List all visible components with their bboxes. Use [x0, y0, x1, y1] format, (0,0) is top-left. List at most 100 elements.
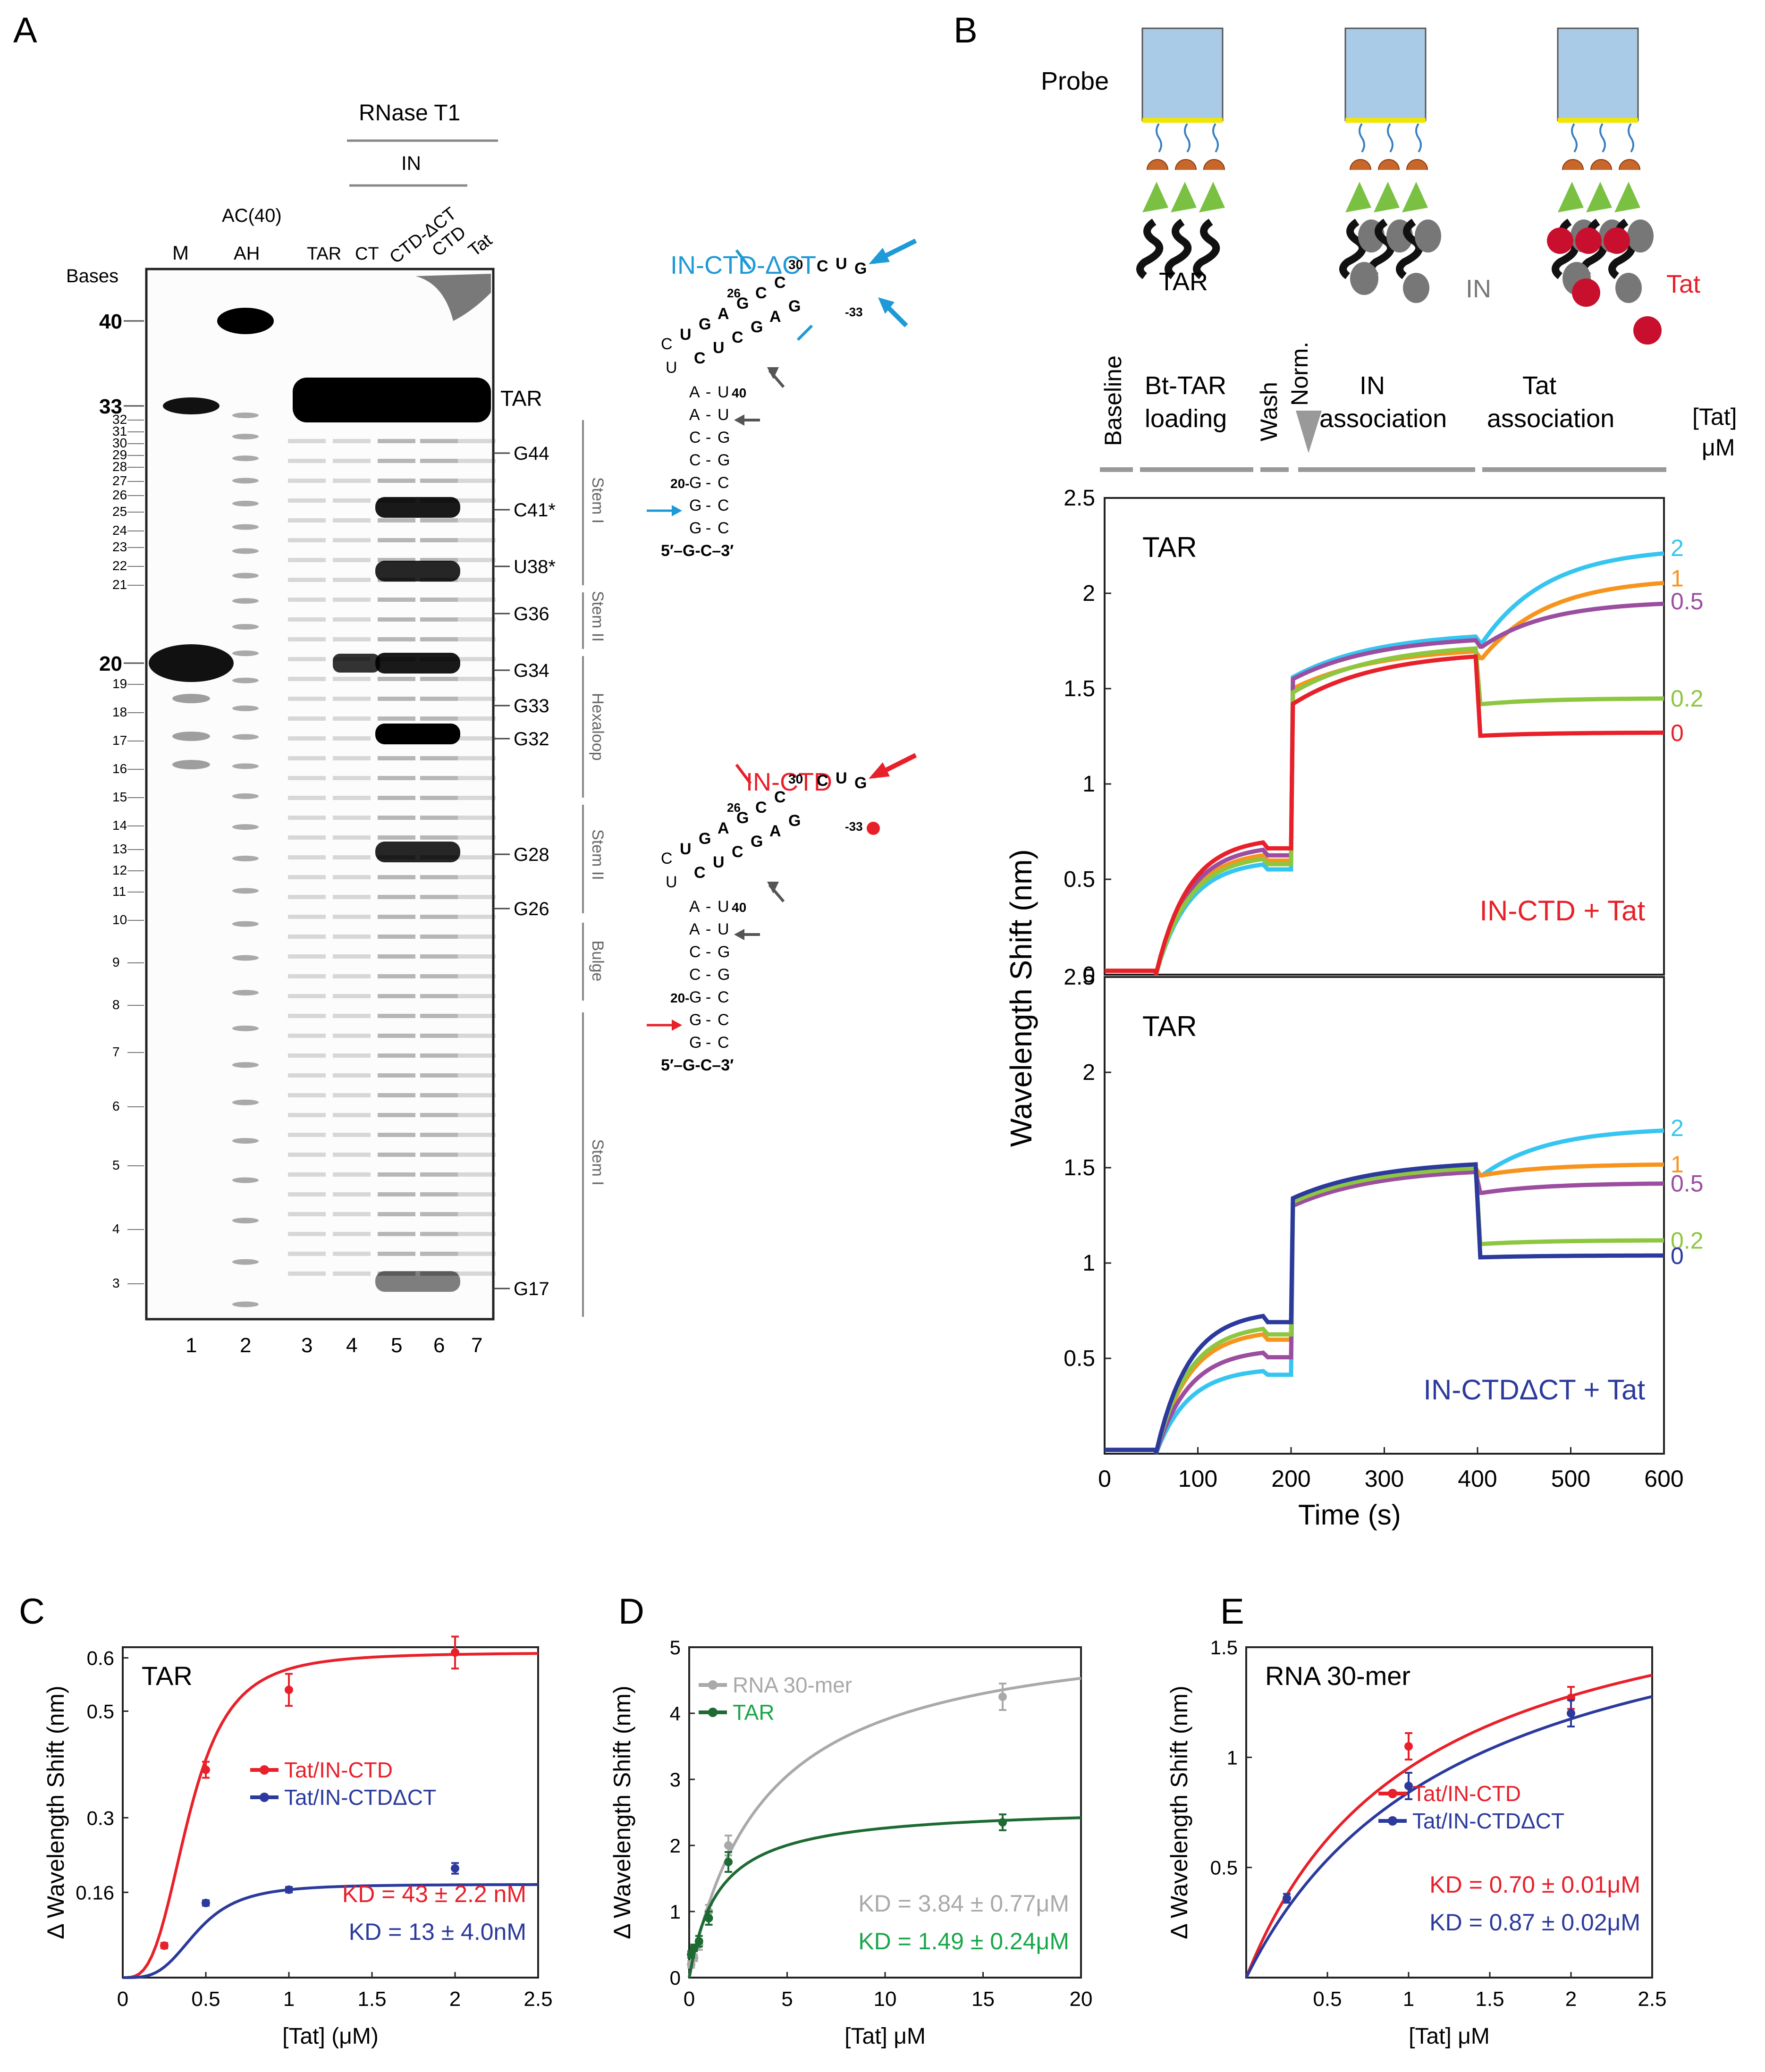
in-protein-icon	[1615, 273, 1642, 303]
bli-xlabel: Time (s)	[1298, 1499, 1401, 1531]
dot-icon	[867, 822, 880, 835]
base: C	[718, 1011, 729, 1029]
ladder-major-label: 40	[99, 310, 122, 333]
num-label: -33	[845, 305, 863, 319]
series-line	[1105, 601, 1664, 976]
gel-band	[232, 650, 259, 657]
base: G	[718, 966, 730, 984]
streptavidin-icon	[1175, 159, 1197, 170]
tat-protein-icon	[1572, 278, 1600, 307]
num-label: 40	[732, 386, 746, 400]
plot-frame	[1104, 497, 1665, 976]
gel-band	[149, 644, 234, 682]
lane-number: 1	[186, 1334, 197, 1357]
gel-band	[378, 538, 415, 542]
chart-e: 0.5 1 1.5 2 2.5 0.5 1 1.5 [Tat] μM Δ Wavelength S…	[1166, 1636, 1667, 2049]
gel-band	[333, 716, 371, 721]
base: G	[854, 260, 867, 278]
gel-band	[232, 1301, 259, 1307]
biotin-icon	[1586, 182, 1612, 212]
gel-band	[172, 732, 210, 741]
x-tick-label: 2	[449, 1988, 461, 2011]
gel-band	[232, 734, 259, 740]
gel-band	[333, 1172, 371, 1177]
y-tick-label: 3	[670, 1769, 681, 1791]
lane-label-ah: AH	[234, 243, 260, 264]
ladder-minor-label: 23	[112, 539, 127, 554]
gel-band	[458, 479, 496, 483]
x-tick-label: 300	[1365, 1466, 1404, 1492]
gel-band	[458, 1073, 496, 1078]
gel-band	[420, 1034, 458, 1038]
x-tick-label: 20	[1070, 1988, 1093, 2011]
tar-rna-icon	[1339, 219, 1367, 279]
step-in-2: association	[1319, 404, 1447, 433]
gel-band-strong	[375, 561, 460, 581]
num-label: 26	[727, 800, 741, 815]
base: C	[718, 519, 729, 537]
gel-band	[420, 558, 458, 562]
x-axis-label: [Tat] μM	[844, 2024, 926, 2049]
tat-protein-icon	[1604, 227, 1630, 254]
series-label: 1	[1671, 1151, 1684, 1178]
kd-text: KD = 0.87 ± 0.02μM	[1429, 1909, 1640, 1936]
gel-band	[288, 617, 326, 622]
data-point	[285, 1885, 293, 1894]
y-axis-label: Δ Wavelength Shift (nm)	[42, 1685, 69, 1939]
gel-region-brackets: Stem I Stem II Hexaloop Stem II Bulge Stem I	[582, 420, 607, 1317]
y-tick-label: 2	[670, 1835, 681, 1857]
ladder-minor-label: 10	[112, 912, 127, 927]
series-line	[1105, 1162, 1664, 1455]
base: G	[699, 830, 711, 848]
gel-band	[232, 598, 259, 604]
ladder-major-label: 33	[99, 395, 122, 418]
base: C	[817, 772, 828, 790]
gel-image	[145, 268, 495, 1321]
y-tick-label: 0.6	[87, 1647, 114, 1669]
gel-band	[378, 935, 415, 939]
base: A	[689, 383, 700, 401]
gel-band	[420, 1014, 458, 1018]
gel-in-label: IN	[401, 152, 421, 174]
ladder-minor-label: 19	[112, 676, 127, 691]
gel-band	[232, 824, 259, 830]
gel-band	[378, 1034, 415, 1038]
bli-charts: Wavelength Shift (nm) Time (s) 00.511.52…	[1004, 486, 1704, 1531]
gel-band	[333, 816, 371, 820]
base: G	[788, 812, 801, 830]
gel-band	[288, 994, 326, 998]
right-label: U38*	[514, 556, 556, 577]
gel-band-strong	[375, 1271, 460, 1292]
gel-band	[458, 1172, 496, 1177]
gel-band	[378, 1133, 415, 1137]
gel-band	[378, 816, 415, 820]
fit-line	[688, 1676, 1081, 1978]
gel-band	[232, 1025, 259, 1031]
data-point	[704, 1914, 713, 1922]
fit-line	[688, 1816, 1081, 1978]
gel-band	[420, 479, 458, 483]
gel-band	[458, 617, 496, 622]
chart-title: TAR	[142, 1661, 193, 1691]
probe-icon	[1557, 27, 1639, 121]
gel-band	[333, 479, 371, 483]
gel-band	[378, 1153, 415, 1157]
base: C	[755, 799, 767, 817]
gel-band	[458, 459, 496, 463]
y-tick-label: 5	[670, 1636, 681, 1659]
bli-ylabel: Wavelength Shift (nm)	[1004, 849, 1038, 1147]
base: G	[689, 1034, 701, 1052]
gel-band	[288, 1272, 326, 1276]
base: C	[718, 497, 729, 514]
gel-band	[378, 994, 415, 998]
num-label: 40	[732, 900, 746, 915]
base: G	[689, 497, 701, 514]
gel-band	[420, 994, 458, 998]
tat-protein-icon	[1633, 316, 1662, 345]
gel-band	[232, 434, 259, 439]
gel-band-strong	[375, 653, 460, 674]
streptavidin-icon	[1590, 159, 1612, 170]
streptavidin-icon	[1406, 159, 1428, 170]
lane-number: 7	[471, 1334, 482, 1357]
gel-band	[288, 736, 326, 741]
